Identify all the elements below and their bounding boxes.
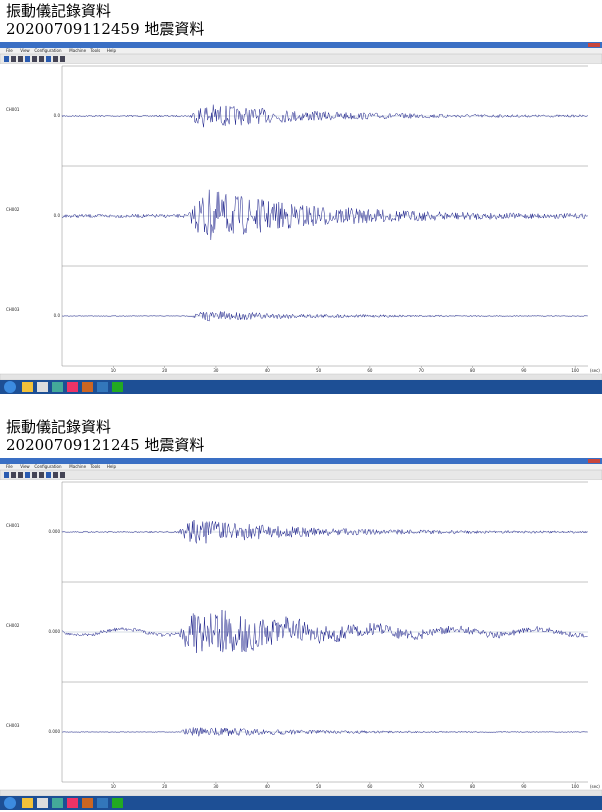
taskbar-icon: [82, 382, 93, 392]
taskbar-icon: [67, 798, 78, 808]
x-tick-label: 100: [571, 368, 579, 373]
center-label: 0.0: [54, 113, 61, 118]
tool-icon: [53, 472, 58, 478]
menu-item: Configuration: [34, 464, 62, 469]
menu-item: Help: [107, 464, 117, 469]
status-bar: [0, 790, 602, 796]
x-tick-label: 50: [316, 784, 322, 789]
channel-label: CH002: [6, 623, 20, 628]
tool-icon: [60, 56, 65, 62]
close-button: [588, 459, 600, 463]
x-tick-label: 60: [367, 368, 373, 373]
tool-icon: [39, 56, 44, 62]
tool-icon: [25, 56, 30, 62]
x-tick-label: 30: [213, 784, 219, 789]
taskbar-icon: [97, 798, 108, 808]
x-tick-label: 60: [367, 784, 373, 789]
start-button: [4, 381, 16, 393]
plot-area: [0, 480, 602, 790]
subtitle: 20200709112459 地震資料: [0, 20, 602, 38]
taskbar-icon: [52, 382, 63, 392]
page: {"documents": [ {"heading": "振動儀記錄資料", "…: [0, 0, 602, 812]
tool-icon: [60, 472, 65, 478]
taskbar-icon: [97, 382, 108, 392]
center-label: 0.000: [49, 729, 61, 734]
channel-label: CH003: [6, 307, 20, 312]
heading: 振動儀記錄資料: [0, 2, 602, 20]
tool-icon: [4, 56, 9, 62]
close-button: [588, 43, 600, 47]
tool-icon: [32, 472, 37, 478]
tool-icon: [18, 56, 23, 62]
tool-icon: [11, 472, 16, 478]
x-tick-label: 20: [162, 784, 168, 789]
menu-item: Configuration: [34, 48, 62, 53]
taskbar-icon: [52, 798, 63, 808]
subtitle: 20200709121245 地震資料: [0, 436, 602, 454]
record: 振動儀記錄資料 20200709112459 地震資料 File View Conf…: [0, 2, 602, 394]
menu-item: View: [20, 48, 30, 53]
status-bar: [0, 374, 602, 380]
menu-item: Machine: [69, 464, 86, 469]
x-tick-label: 100: [571, 784, 579, 789]
x-tick-label: 30: [213, 368, 219, 373]
x-tick-label: 20: [162, 368, 168, 373]
plot-area: [0, 64, 602, 374]
channel-label: CH001: [6, 107, 20, 112]
x-tick-label: 80: [470, 784, 476, 789]
x-tick-label: 10: [111, 368, 117, 373]
x-unit: (sec): [590, 784, 600, 789]
x-tick-label: 70: [419, 368, 425, 373]
x-tick-label: 10: [111, 784, 117, 789]
tool-icon: [39, 472, 44, 478]
start-button: [4, 797, 16, 809]
channel-label: CH003: [6, 723, 20, 728]
toolbar: [0, 54, 602, 64]
channel-label: CH001: [6, 523, 20, 528]
menu-item: File: [6, 48, 13, 53]
menu-item: Tools: [89, 48, 100, 53]
toolbar: [0, 470, 602, 480]
channel-label: CH002: [6, 207, 20, 212]
taskbar-icon: [112, 798, 123, 808]
heading: 振動儀記錄資料: [0, 418, 602, 436]
x-tick-label: 50: [316, 368, 322, 373]
menu-item: View: [20, 464, 30, 469]
taskbar-icon: [22, 798, 33, 808]
x-tick-label: 80: [470, 368, 476, 373]
center-label: 0.0: [54, 313, 61, 318]
x-tick-label: 40: [265, 784, 271, 789]
center-label: 0.000: [49, 529, 61, 534]
tool-icon: [18, 472, 23, 478]
tool-icon: [32, 56, 37, 62]
taskbar-icon: [37, 382, 48, 392]
tool-icon: [11, 56, 16, 62]
tool-icon: [53, 56, 58, 62]
record: 振動儀記錄資料 20200709121245 地震資料 File View Conf…: [0, 418, 602, 810]
x-unit: (sec): [590, 368, 600, 373]
taskbar-icon: [112, 382, 123, 392]
x-tick-label: 90: [521, 368, 527, 373]
tool-icon: [46, 472, 51, 478]
x-tick-label: 90: [521, 784, 527, 789]
center-label: 0.0: [54, 213, 61, 218]
menu-item: Tools: [89, 464, 100, 469]
taskbar-icon: [22, 382, 33, 392]
tool-icon: [46, 56, 51, 62]
taskbar-icon: [82, 798, 93, 808]
center-label: 0.000: [49, 629, 61, 634]
taskbar-icon: [67, 382, 78, 392]
x-tick-label: 70: [419, 784, 425, 789]
tool-icon: [4, 472, 9, 478]
menu-item: Help: [107, 48, 117, 53]
x-tick-label: 40: [265, 368, 271, 373]
taskbar-icon: [37, 798, 48, 808]
menu-item: File: [6, 464, 13, 469]
menu-item: Machine: [69, 48, 86, 53]
tool-icon: [25, 472, 30, 478]
